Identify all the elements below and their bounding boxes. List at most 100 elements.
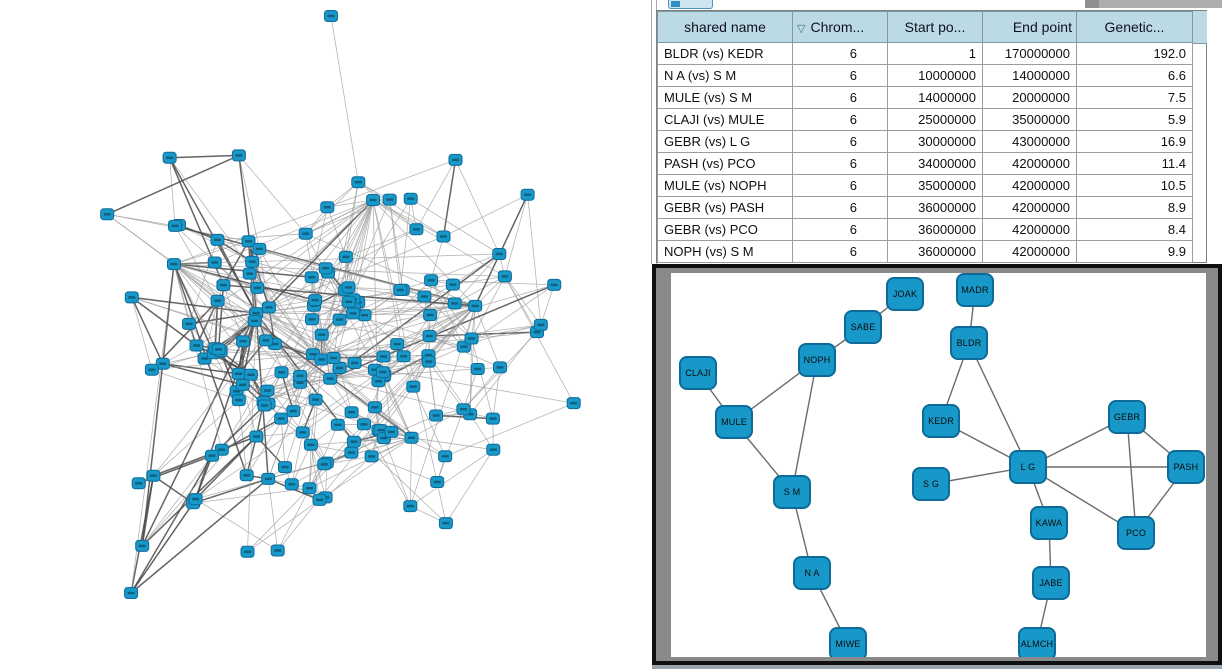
edge — [141, 264, 175, 546]
node-label-glyph — [296, 374, 304, 378]
node-label-glyph — [255, 247, 263, 251]
node-label-glyph — [127, 591, 135, 595]
node-kedr[interactable]: KEDR — [922, 404, 960, 438]
node-noph[interactable]: NOPH — [798, 343, 836, 377]
table-row[interactable]: BLDR (vs) KEDR 6 1 170000000 192.0 — [657, 42, 1193, 65]
table-row[interactable]: CLAJI (vs) MULE 6 25000000 35000000 5.9 — [657, 108, 1193, 131]
node-label-glyph — [307, 443, 315, 446]
cell-shared-name: MULE (vs) S M — [657, 86, 793, 109]
edge — [471, 338, 494, 419]
node-label-glyph — [408, 436, 415, 439]
cell-shared-name: MULE (vs) NOPH — [657, 174, 793, 197]
cell-value: 20000000 — [982, 86, 1077, 109]
node-label-glyph — [396, 288, 404, 292]
cell-value: 14000000 — [887, 86, 983, 109]
network-view-secondary[interactable]: CLAJI MULE NOPH SABE JOAK MADR BLDR KEDR GEBR L G… — [671, 273, 1206, 657]
edge — [380, 386, 414, 431]
node-label-glyph — [361, 314, 368, 317]
node-bldr[interactable]: BLDR — [950, 326, 988, 360]
column-header-genetic[interactable]: Genetic... — [1076, 11, 1193, 43]
node-claji[interactable]: CLAJI — [679, 356, 717, 390]
node-label-glyph — [424, 354, 432, 357]
edge — [504, 276, 542, 326]
table-row[interactable]: MULE (vs) NOPH 6 35000000 42000000 10.5 — [657, 174, 1193, 197]
cell-value: 9.9 — [1076, 240, 1193, 263]
cell-value: 16.9 — [1076, 130, 1193, 153]
node-label-glyph — [246, 272, 254, 275]
node-label-glyph — [263, 389, 271, 392]
table-row[interactable]: GEBR (vs) L G 6 30000000 43000000 16.9 — [657, 130, 1193, 153]
edge — [463, 367, 501, 410]
node-label-glyph — [264, 477, 272, 481]
edge — [372, 199, 438, 483]
node-pco[interactable]: PCO — [1117, 516, 1155, 550]
node-label-glyph — [320, 463, 328, 466]
table-row[interactable]: GEBR (vs) PASH 6 36000000 42000000 8.9 — [657, 196, 1193, 219]
node-madr[interactable]: MADR — [956, 273, 994, 307]
edge — [492, 367, 501, 419]
node-label-glyph — [345, 300, 353, 303]
node-sg[interactable]: S G — [912, 467, 950, 501]
node-na[interactable]: N A — [793, 556, 831, 590]
edge — [173, 159, 456, 265]
edge — [402, 289, 476, 307]
column-header-shared-name[interactable]: shared name — [657, 11, 793, 43]
column-header-chrom[interactable]: ▽ Chrom... — [792, 11, 888, 43]
edge — [310, 444, 326, 498]
cell-value: 14000000 — [982, 64, 1077, 87]
large-network-nodes — [100, 10, 581, 599]
node-joak[interactable]: JOAK — [886, 277, 924, 311]
table-row[interactable]: NOPH (vs) S M 6 36000000 42000000 9.9 — [657, 240, 1193, 263]
node-kawa[interactable]: KAWA — [1030, 506, 1068, 540]
node-pash[interactable]: PASH — [1167, 450, 1205, 484]
edge — [454, 253, 500, 304]
node-label-glyph — [432, 414, 440, 417]
edge — [455, 159, 500, 255]
node-lg[interactable]: L G — [1009, 450, 1047, 484]
edge — [280, 418, 286, 468]
column-header-end-point[interactable]: End point — [982, 11, 1077, 43]
scrollbar-fragment[interactable] — [1085, 0, 1099, 8]
node-sabe[interactable]: SABE — [844, 310, 882, 344]
node-label-glyph — [171, 224, 179, 228]
cell-shared-name: N A (vs) S M — [657, 64, 793, 87]
tab-icon — [671, 1, 680, 7]
edge — [173, 263, 316, 301]
node-miwe[interactable]: MIWE — [829, 627, 867, 657]
cell-shared-name: NOPH (vs) S M — [657, 240, 793, 263]
column-header-start-po[interactable]: Start po... — [887, 11, 983, 43]
node-label-glyph — [468, 337, 476, 340]
table-row[interactable]: PASH (vs) PCO 6 34000000 42000000 11.4 — [657, 152, 1193, 175]
table-row[interactable]: MULE (vs) S M 6 14000000 20000000 7.5 — [657, 86, 1193, 109]
node-label-glyph — [235, 372, 243, 375]
edge — [443, 194, 528, 237]
cell-value: 36000000 — [887, 240, 983, 263]
edge — [430, 236, 444, 281]
edge — [436, 409, 464, 483]
edge — [504, 194, 528, 277]
edge — [245, 436, 258, 476]
edge — [540, 284, 555, 326]
node-mule[interactable]: MULE — [715, 405, 753, 439]
filter-icon[interactable]: ▽ — [797, 23, 806, 35]
cell-value: 25000000 — [887, 108, 983, 131]
node-label-glyph — [281, 465, 289, 469]
panel-divider[interactable] — [651, 0, 657, 264]
network-view-main[interactable] — [0, 0, 650, 669]
edge — [291, 432, 304, 485]
edge — [131, 297, 314, 355]
edge — [106, 154, 240, 215]
node-label-glyph — [326, 377, 334, 380]
node-sm[interactable]: S M — [773, 475, 811, 509]
table-row[interactable]: N A (vs) S M 6 10000000 14000000 6.6 — [657, 64, 1193, 87]
edge — [321, 359, 376, 408]
table-header-row: shared name ▽ Chrom... Start po... End point… — [657, 11, 1193, 43]
node-label-glyph — [322, 267, 330, 270]
node-jabe[interactable]: JABE — [1032, 566, 1070, 600]
edge — [309, 305, 476, 489]
node-gebr[interactable]: GEBR — [1108, 400, 1146, 434]
node-almch[interactable]: ALMCH — [1018, 627, 1056, 657]
table-row[interactable]: GEBR (vs) PCO 6 36000000 42000000 8.4 — [657, 218, 1193, 241]
node-label-glyph — [489, 448, 497, 451]
node-label: CLAJI — [685, 368, 711, 378]
